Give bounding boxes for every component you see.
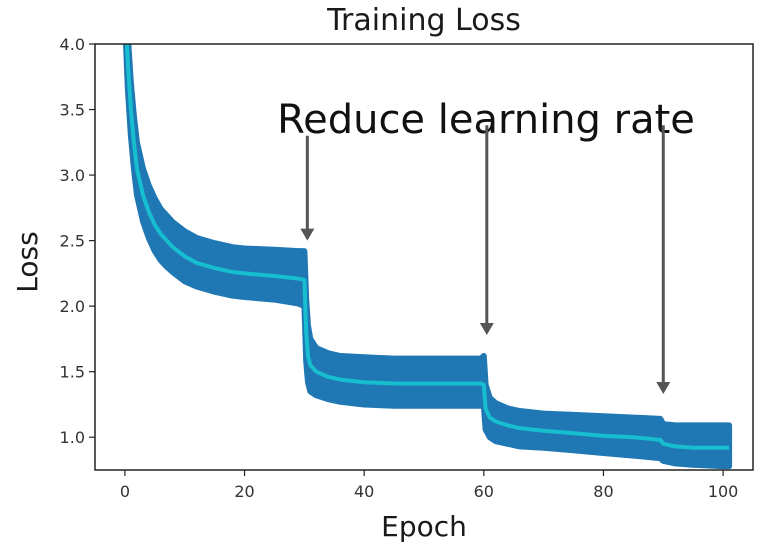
loss-mean-line-0 xyxy=(124,44,730,450)
arrow-head-1 xyxy=(479,322,494,335)
y-tick-label: 1.5 xyxy=(60,363,85,382)
x-tick-label: 80 xyxy=(593,482,613,501)
x-tick-label: 0 xyxy=(120,482,130,501)
y-tick-label: 4.0 xyxy=(60,35,85,54)
x-tick-label: 100 xyxy=(708,482,739,501)
y-tick-label: 3.5 xyxy=(60,101,85,120)
plot-frame xyxy=(94,43,754,471)
loss-band-0 xyxy=(122,44,733,470)
y-axis: 1.0 1.5 2.0 2.5 3.0 3.5 4.0 xyxy=(60,35,95,447)
plot-area xyxy=(122,44,733,470)
y-tick-label: 2.0 xyxy=(60,297,85,316)
arrow-head-0 xyxy=(300,228,315,241)
arrow-head-2 xyxy=(656,381,671,394)
chart-title: Training Loss xyxy=(326,3,521,38)
x-tick-label: 60 xyxy=(474,482,494,501)
y-tick-label: 2.5 xyxy=(60,232,85,251)
y-tick-label: 1.0 xyxy=(60,428,85,447)
annotation-arrows xyxy=(300,125,671,394)
y-tick-label: 3.0 xyxy=(60,166,85,185)
x-axis: 0 20 40 60 80 100 xyxy=(120,470,739,501)
x-tick-label: 40 xyxy=(354,482,374,501)
x-tick-label: 20 xyxy=(234,482,254,501)
y-axis-label: Loss xyxy=(11,231,44,292)
x-axis-label: Epoch xyxy=(381,510,467,542)
